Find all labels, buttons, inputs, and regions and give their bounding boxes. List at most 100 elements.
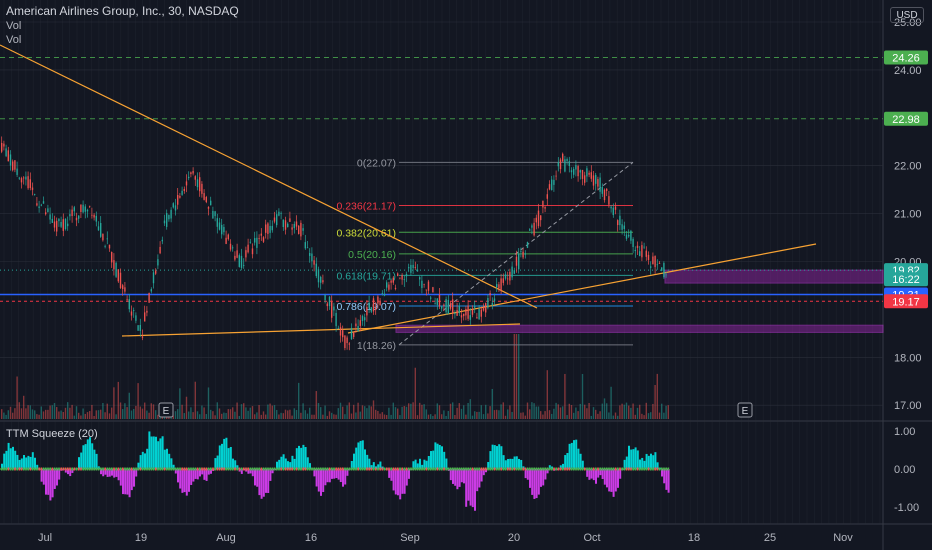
squeeze-dot bbox=[469, 467, 472, 471]
squeeze-bar bbox=[364, 449, 366, 469]
candle-body bbox=[170, 209, 172, 219]
volume-bar bbox=[641, 413, 643, 419]
volume-bar bbox=[590, 415, 592, 419]
squeeze-dot bbox=[595, 467, 597, 471]
candle-body bbox=[427, 281, 430, 291]
squeeze-dot bbox=[194, 467, 197, 471]
squeeze-dot bbox=[586, 467, 588, 471]
squeeze-dot bbox=[218, 467, 221, 471]
volume-bar bbox=[60, 410, 62, 419]
squeeze-bar bbox=[491, 444, 494, 469]
volume-bar bbox=[504, 415, 507, 419]
candle-body bbox=[227, 234, 229, 240]
squeeze-dot bbox=[152, 467, 155, 471]
price-badge-label: 16:22 bbox=[892, 274, 920, 286]
squeeze-bar bbox=[394, 469, 397, 495]
squeeze-bar bbox=[542, 469, 545, 486]
volume-bar bbox=[663, 412, 665, 419]
squeeze-dot bbox=[128, 467, 131, 471]
volume-bar bbox=[603, 398, 606, 419]
candle-body bbox=[438, 294, 441, 307]
squeeze-bar bbox=[78, 457, 80, 469]
squeeze-bar bbox=[562, 463, 564, 469]
squeeze-bar bbox=[478, 469, 481, 488]
volume-bar bbox=[518, 334, 520, 419]
candle-body bbox=[548, 184, 551, 190]
squeeze-bar bbox=[14, 450, 17, 469]
squeeze-dot bbox=[394, 467, 397, 471]
squeeze-bar bbox=[300, 447, 303, 469]
descending-trendline bbox=[0, 44, 538, 309]
squeeze-dot bbox=[201, 467, 203, 471]
squeeze-dot bbox=[89, 467, 91, 471]
volume-bar bbox=[34, 410, 36, 419]
squeeze-bar bbox=[597, 469, 600, 478]
volume-bar bbox=[216, 402, 218, 419]
volume-bar bbox=[320, 407, 322, 419]
candle-body bbox=[56, 220, 58, 232]
squeeze-bar bbox=[113, 469, 116, 478]
volume-bar bbox=[322, 414, 324, 419]
candle-body bbox=[443, 304, 445, 306]
volume-bar bbox=[20, 408, 23, 419]
candle-body bbox=[458, 305, 460, 314]
squeeze-bar bbox=[23, 455, 25, 469]
squeeze-dot bbox=[434, 467, 436, 471]
volume-bar bbox=[403, 406, 405, 419]
volume-bar bbox=[350, 413, 353, 419]
volume-bar bbox=[658, 412, 661, 419]
squeeze-dot bbox=[38, 467, 40, 471]
squeeze-bar bbox=[306, 457, 309, 469]
squeeze-dot bbox=[364, 467, 366, 471]
volume-bar bbox=[280, 412, 282, 419]
squeeze-bar bbox=[100, 469, 102, 475]
candle-body bbox=[207, 207, 210, 209]
squeeze-dot bbox=[621, 467, 623, 471]
candle-body bbox=[313, 260, 315, 265]
candle-body bbox=[280, 213, 282, 214]
volume-bar bbox=[141, 408, 144, 419]
squeeze-dot bbox=[122, 467, 124, 471]
volume-bar bbox=[80, 415, 82, 419]
candle-body bbox=[146, 310, 148, 313]
squeeze-bar bbox=[49, 469, 52, 501]
squeeze-dot bbox=[262, 467, 265, 471]
volume-bar bbox=[555, 402, 557, 419]
candle-body bbox=[159, 246, 161, 254]
volume-bar bbox=[269, 403, 271, 419]
squeeze-dot bbox=[126, 467, 128, 471]
squeeze-bar bbox=[504, 460, 507, 469]
squeeze-bar bbox=[452, 469, 454, 484]
squeeze-dot bbox=[144, 467, 146, 471]
volume-bar bbox=[355, 412, 357, 419]
squeeze-bar bbox=[287, 461, 289, 469]
squeeze-bar bbox=[531, 469, 534, 495]
squeeze-dot bbox=[608, 467, 610, 471]
squeeze-bar bbox=[408, 469, 410, 479]
squeeze-dot bbox=[331, 467, 333, 471]
squeeze-bar bbox=[302, 444, 305, 469]
volume-bar bbox=[432, 415, 434, 419]
volume-bar bbox=[56, 407, 58, 419]
price-badge-label: 24.26 bbox=[892, 52, 920, 64]
volume-bar bbox=[537, 406, 540, 419]
candle-body bbox=[97, 226, 100, 231]
candle-body bbox=[575, 165, 577, 170]
squeeze-bar bbox=[122, 469, 124, 495]
candle-body bbox=[590, 172, 592, 179]
candle-body bbox=[526, 241, 529, 248]
squeeze-bar bbox=[282, 454, 285, 469]
candle-body bbox=[586, 168, 588, 177]
volume-bar bbox=[91, 404, 93, 419]
squeeze-dot bbox=[69, 467, 71, 471]
candle-body bbox=[632, 238, 634, 248]
candle-body bbox=[614, 206, 617, 210]
squeeze-bar bbox=[106, 469, 109, 477]
volume-bar bbox=[144, 402, 146, 419]
volume-bar bbox=[9, 406, 12, 419]
currency-button[interactable]: USD bbox=[890, 7, 924, 23]
squeeze-bar bbox=[630, 449, 633, 469]
candle-body bbox=[333, 306, 335, 311]
squeeze-dot bbox=[405, 467, 408, 471]
